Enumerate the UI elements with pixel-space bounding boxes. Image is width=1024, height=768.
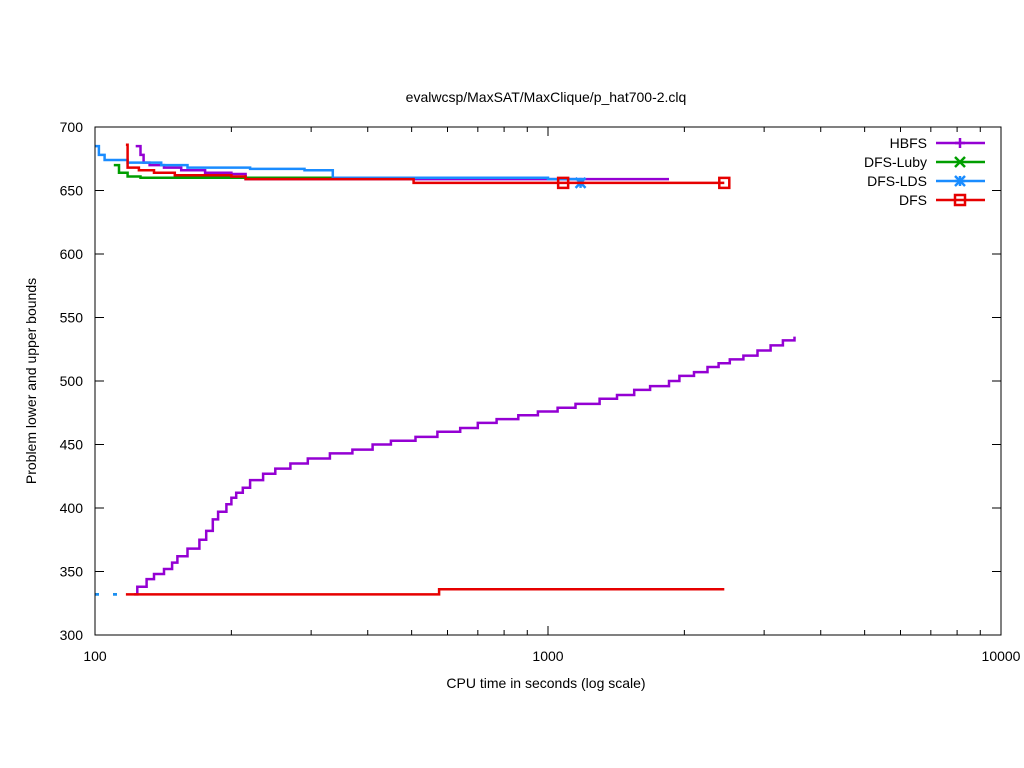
y-tick-label: 650: [60, 183, 84, 199]
x-tick-label: 100: [83, 648, 107, 664]
x-tick-label: 10000: [982, 648, 1021, 664]
legend-label: HBFS: [890, 135, 927, 151]
legend-swatch-marker: [955, 176, 965, 186]
y-tick-label: 350: [60, 564, 84, 580]
legend-label: DFS-Luby: [864, 154, 927, 170]
y-tick-label: 300: [60, 627, 84, 643]
y-tick-label: 400: [60, 500, 84, 516]
legend-label: DFS: [899, 192, 927, 208]
y-tick-label: 600: [60, 246, 84, 262]
x-tick-label: 1000: [532, 648, 563, 664]
y-axis-label: Problem lower and upper bounds: [23, 278, 39, 484]
y-tick-label: 550: [60, 310, 84, 326]
legend-label: DFS-LDS: [867, 173, 927, 189]
y-tick-label: 700: [60, 119, 84, 135]
y-tick-label: 450: [60, 437, 84, 453]
x-axis-label: CPU time in seconds (log scale): [446, 675, 645, 691]
y-tick-label: 500: [60, 373, 84, 389]
chart-title: evalwcsp/MaxSAT/MaxClique/p_hat700-2.clq: [406, 89, 687, 105]
